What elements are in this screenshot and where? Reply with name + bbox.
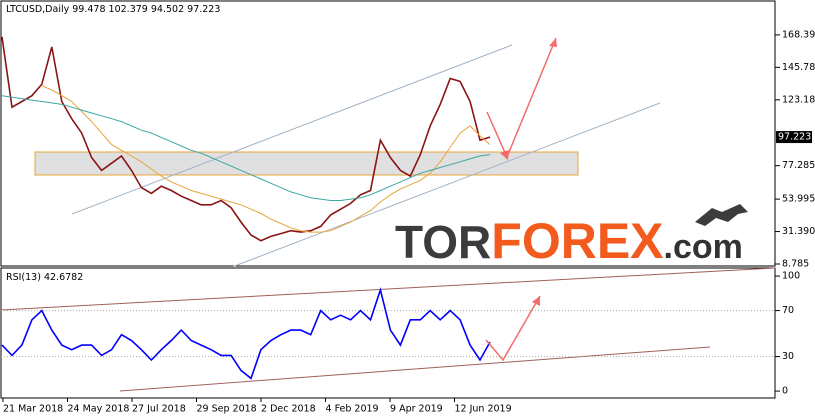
series-line bbox=[1, 287, 491, 380]
low: 94.502 bbox=[151, 4, 184, 15]
y-tick-label: 145.785 bbox=[782, 62, 815, 73]
y-tick-label: 31.390 bbox=[782, 226, 815, 237]
close: 97.223 bbox=[187, 4, 220, 15]
channel-line bbox=[231, 102, 661, 268]
y-tick-label: 70 bbox=[782, 305, 794, 316]
x-tick-label: 24 May 2018 bbox=[68, 404, 130, 415]
logo bbox=[695, 204, 748, 226]
rsi-channel-line bbox=[119, 346, 711, 392]
open: 99.478 bbox=[72, 4, 105, 15]
y-tick-label: 53.995 bbox=[782, 194, 815, 205]
arrow-head bbox=[500, 150, 509, 160]
price-label: 97.223 bbox=[778, 132, 811, 143]
series-line bbox=[41, 85, 491, 233]
price-box bbox=[776, 131, 812, 144]
y-tick-label: 30 bbox=[782, 351, 794, 362]
rsi-title: RSI(13) 42.6782 bbox=[6, 272, 83, 283]
arrow-head bbox=[532, 296, 540, 306]
zone bbox=[34, 151, 579, 176]
y-tick-label: 0 bbox=[782, 386, 788, 397]
chart-title: LTCUSD,Daily 99.478 102.379 94.502 97.22… bbox=[6, 4, 220, 15]
y-tick-label: 168.390 bbox=[782, 29, 815, 40]
x-tick-label: 4 Feb 2019 bbox=[326, 404, 379, 415]
wm-part: TOR bbox=[395, 216, 491, 268]
arrow-head bbox=[549, 38, 557, 47]
x-tick-label: 9 Apr 2019 bbox=[390, 404, 443, 415]
symbol: LTCUSD,Daily bbox=[6, 4, 70, 15]
y-tick-label: 8.785 bbox=[782, 259, 809, 270]
x-tick-label: 27 Jul 2018 bbox=[132, 404, 186, 415]
x-tick-label: 12 Jun 2019 bbox=[455, 404, 512, 415]
x-tick-label: 29 Sep 2018 bbox=[197, 404, 257, 415]
wm-part: FOREX bbox=[491, 213, 663, 269]
x-tick-label: 21 Mar 2018 bbox=[3, 404, 63, 415]
wm-part: .com bbox=[664, 228, 743, 266]
watermark: TORFOREX.com bbox=[395, 213, 743, 269]
rsi-channel-line bbox=[0, 267, 776, 311]
high: 102.379 bbox=[109, 4, 148, 15]
channel-line bbox=[71, 44, 513, 215]
y-tick-label: 77.285 bbox=[782, 160, 815, 171]
rsi-name: RSI(13) bbox=[6, 272, 41, 283]
forecast-arrow bbox=[485, 295, 541, 362]
series-line bbox=[1, 36, 491, 242]
rsi-panel bbox=[0, 267, 776, 399]
rsi-value: 42.6782 bbox=[44, 272, 83, 283]
x-tick-label: 2 Dec 2018 bbox=[261, 404, 316, 415]
y-tick-label: 100 bbox=[782, 271, 800, 282]
y-tick-label: 123.180 bbox=[782, 94, 815, 105]
series-line bbox=[1, 95, 491, 201]
price-panel bbox=[0, 0, 776, 267]
